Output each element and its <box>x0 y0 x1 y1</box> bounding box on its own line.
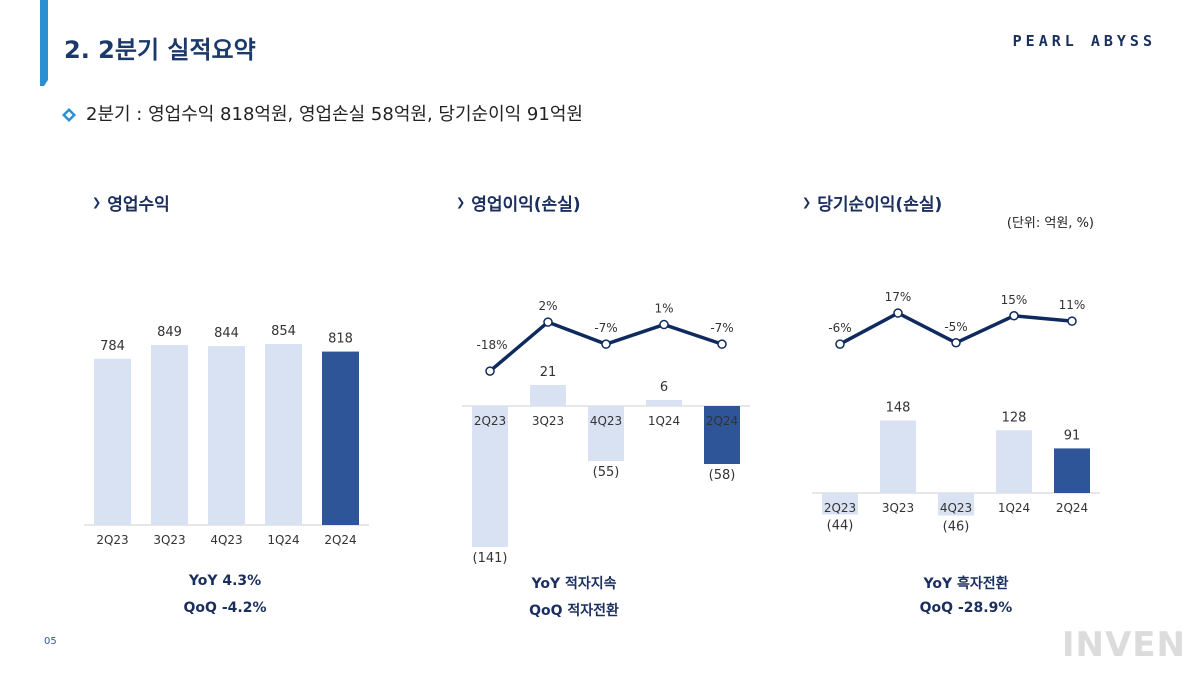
revenue-yoy: YoY 4.3% <box>188 573 262 589</box>
margin-point <box>835 339 845 349</box>
margin-point <box>893 308 903 318</box>
bar-2Q23 <box>472 406 508 547</box>
data-label: 854 <box>271 324 296 339</box>
margin-label: -7% <box>710 321 733 335</box>
bar-3Q23 <box>530 385 566 406</box>
margin-label: 11% <box>1059 298 1086 312</box>
unit-note: (단위: 억원, %) <box>1006 216 1094 231</box>
chevron-bullet-icon: ❯ <box>802 196 812 209</box>
tick-label: 1Q24 <box>998 501 1030 515</box>
bar-3Q23 <box>880 420 916 493</box>
net-income-qoq: QoQ -28.9% <box>919 600 1013 616</box>
tick-label: 4Q23 <box>590 414 622 428</box>
tick-label: 2Q24 <box>324 533 356 547</box>
data-label: (44) <box>827 519 854 534</box>
margin-label: -6% <box>828 321 851 335</box>
bar-2Q23 <box>822 493 858 515</box>
data-label: 91 <box>1064 428 1081 443</box>
tick-label: 2Q23 <box>824 501 856 515</box>
tick-label: 2Q24 <box>706 414 738 428</box>
margin-point <box>601 339 611 349</box>
data-label: 844 <box>214 326 239 341</box>
data-label: (55) <box>593 465 620 480</box>
data-label: 849 <box>157 325 182 340</box>
section-label: 당기순이익(손실) <box>817 195 943 215</box>
margin-point <box>717 339 727 349</box>
tick-label: 3Q23 <box>532 414 564 428</box>
data-label: 818 <box>328 332 353 347</box>
page-title: 2. 2분기 실적요약 <box>64 36 256 64</box>
margin-point <box>659 319 669 330</box>
data-label: 784 <box>100 339 125 354</box>
tick-label: 3Q23 <box>153 533 185 547</box>
watermark-logo: INVEN <box>1061 625 1186 665</box>
margin-label: 1% <box>654 302 673 316</box>
chevron-bullet-icon: ❯ <box>456 196 466 209</box>
bar-4Q23 <box>938 493 974 516</box>
tick-label: 1Q24 <box>267 533 299 547</box>
title-accent-bar <box>40 0 48 86</box>
bar-2Q24 <box>322 351 359 525</box>
tick-label: 2Q24 <box>1056 501 1088 515</box>
op-income-qoq: QoQ 적자전환 <box>529 603 619 619</box>
summary-text: 2분기 : 영업수익 818억원, 영업손실 58억원, 당기순이익 91억원 <box>86 104 583 125</box>
page-number: 05 <box>44 636 57 647</box>
margin-point <box>1067 316 1077 326</box>
data-label: 6 <box>660 380 668 395</box>
bar-2Q24 <box>1054 448 1090 493</box>
margin-label: -5% <box>944 320 967 334</box>
tick-label: 4Q23 <box>940 501 972 515</box>
margin-point <box>1009 311 1019 321</box>
margin-label: -7% <box>594 321 617 335</box>
data-label: 128 <box>1002 410 1027 425</box>
data-label: (46) <box>943 520 970 535</box>
bar-1Q24 <box>265 343 302 525</box>
data-label: 148 <box>886 400 911 415</box>
bar-4Q23 <box>208 346 245 525</box>
bar-1Q24 <box>996 430 1032 493</box>
section-label: 영업이익(손실) <box>471 195 581 215</box>
margin-label: -18% <box>476 338 507 352</box>
margin-label: 17% <box>885 290 912 304</box>
section-title-net-income: ❯ 당기순이익(손실) <box>802 190 942 215</box>
margin-point <box>543 317 553 327</box>
data-label: 21 <box>540 365 557 380</box>
tick-label: 2Q23 <box>96 533 128 547</box>
tick-label: 3Q23 <box>882 501 914 515</box>
section-title-revenue: ❯ 영업수익 <box>92 190 170 215</box>
margin-label: 15% <box>1001 293 1028 307</box>
summary-line: 2분기 : 영업수익 818억원, 영업손실 58억원, 당기순이익 91억원 <box>62 100 583 126</box>
data-label: (141) <box>473 551 508 566</box>
tick-label: 1Q24 <box>648 414 680 428</box>
margin-point <box>951 338 961 348</box>
revenue-qoq: QoQ -4.2% <box>183 600 267 616</box>
section-label: 영업수익 <box>107 195 170 215</box>
bar-2Q24 <box>704 406 740 464</box>
chevron-bullet-icon: ❯ <box>92 196 102 209</box>
tick-label: 2Q23 <box>474 414 506 428</box>
brand-logo: PEARL ABYSS <box>1012 32 1156 50</box>
net-income-yoy: YoY 흑자전환 <box>923 576 1009 592</box>
margin-point <box>485 366 495 376</box>
section-title-op-income: ❯ 영업이익(손실) <box>456 190 581 215</box>
op-income-yoy: YoY 적자지속 <box>531 576 617 592</box>
bar-1Q24 <box>646 400 682 406</box>
bar-4Q23 <box>588 406 624 461</box>
diamond-bullet-icon <box>62 106 76 122</box>
margin-label: 2% <box>538 299 557 313</box>
data-label: (58) <box>709 468 736 483</box>
tick-label: 4Q23 <box>210 533 242 547</box>
bar-2Q23 <box>94 358 131 525</box>
bar-3Q23 <box>151 345 188 525</box>
